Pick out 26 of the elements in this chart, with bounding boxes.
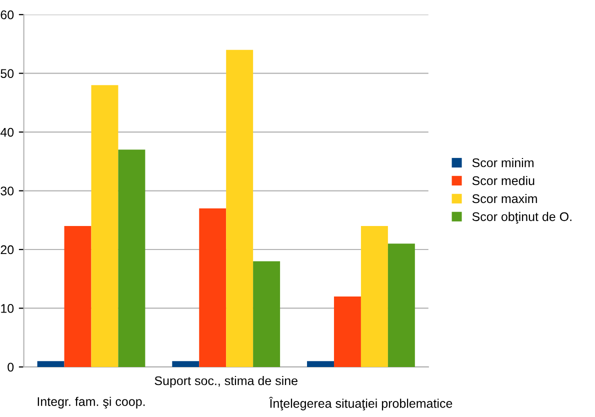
bar	[199, 208, 226, 367]
y-tick-label: 60	[0, 10, 14, 20]
bar	[64, 226, 92, 367]
bar	[118, 150, 146, 367]
y-tick-label: 40	[0, 128, 14, 137]
bar	[37, 361, 64, 367]
bar	[360, 226, 388, 367]
legend-label: Scor maxim	[472, 194, 537, 204]
y-tick-label: 30	[0, 186, 14, 196]
bar	[253, 261, 280, 367]
y-tick-label: 10	[1, 304, 14, 313]
bar	[226, 50, 254, 367]
bar	[334, 296, 361, 367]
bar	[91, 85, 118, 367]
x-tick-label: Înţelegerea situaţiei problematice	[268, 396, 452, 410]
legend-label: Scor minim	[472, 158, 534, 168]
bar	[172, 361, 200, 367]
bar	[307, 361, 334, 367]
y-tick-label: 20	[0, 245, 14, 254]
legend-label: Scor obţinut de O.	[472, 212, 572, 224]
legend-label: Scor mediu	[472, 176, 534, 186]
y-tick-label: 50	[0, 69, 14, 78]
y-tick-label: 0	[8, 362, 14, 372]
x-tick-label: Suport soc., stima de sine	[154, 376, 298, 388]
bar	[388, 244, 415, 367]
x-tick-label: Integr. fam. şi coop.	[38, 396, 145, 409]
